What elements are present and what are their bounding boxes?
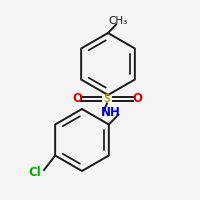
Text: Cl: Cl — [29, 166, 41, 178]
Text: S: S — [104, 94, 110, 104]
Text: O: O — [72, 92, 82, 106]
Text: O: O — [132, 92, 142, 106]
Text: NH: NH — [101, 106, 121, 119]
Text: CH₃: CH₃ — [108, 16, 128, 26]
